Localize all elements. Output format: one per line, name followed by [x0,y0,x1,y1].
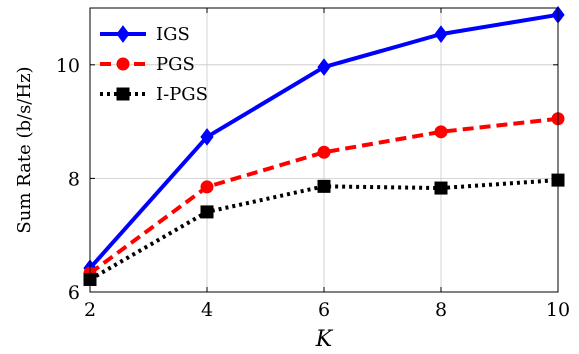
y-axis-label: Sum Rate (b/s/Hz) [14,66,35,233]
data-point-i-pgs [317,179,331,193]
legend-label-i-pgs: I-PGS [156,84,208,105]
x-tick-label: 10 [546,299,570,321]
data-point-igs [317,58,331,76]
legend-label-pgs: PGS [156,54,195,75]
y-tick-label: 10 [56,55,80,77]
x-tick-label: 6 [318,299,330,321]
tick-labels: 2 4 6 8 10 6 8 10 [56,55,570,321]
legend-marker-i-pgs [116,87,130,101]
legend-marker-pgs [116,57,130,71]
legend: IGS PGS I-PGS [100,24,208,105]
y-tick-label: 8 [68,168,80,190]
axis-ticks [89,8,559,293]
legend-marker-igs [116,25,130,43]
data-point-pgs [434,125,448,139]
y-tick-label: 6 [68,282,80,304]
x-tick-label: 4 [201,299,213,321]
x-axis-label: K [315,327,334,352]
data-point-pgs [317,145,331,159]
x-tick-label: 2 [84,299,96,321]
data-point-igs [434,25,448,43]
data-point-igs [200,128,214,146]
data-point-i-pgs [200,205,214,219]
legend-label-igs: IGS [156,24,190,45]
data-point-pgs [200,180,214,194]
x-tick-label: 8 [435,299,447,321]
data-point-i-pgs [434,181,448,195]
series-line-pgs [88,116,559,275]
series-i-pgs [83,173,565,287]
